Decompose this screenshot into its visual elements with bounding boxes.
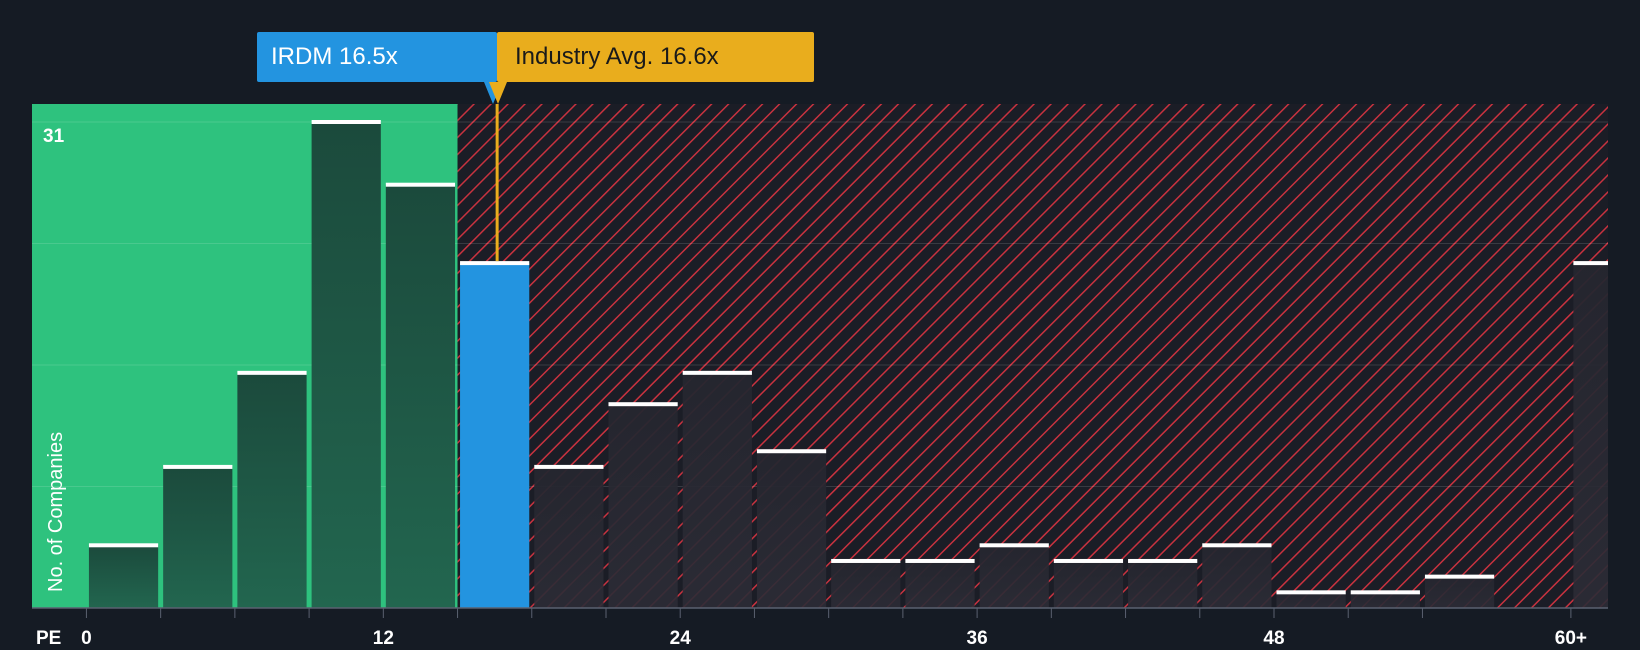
- histogram-bar: [682, 372, 752, 608]
- histogram-bar: [1276, 592, 1346, 608]
- histogram-bar: [1350, 592, 1420, 608]
- bar-cap: [831, 558, 901, 563]
- bar-cap: [1573, 261, 1608, 266]
- histogram-bar: [756, 451, 827, 608]
- histogram-bar: [608, 404, 678, 608]
- histogram-bar: [1053, 560, 1124, 608]
- histogram-bar: [237, 372, 307, 608]
- bar-cap: [237, 370, 307, 375]
- histogram-bar: [979, 545, 1049, 608]
- histogram-bar: [534, 466, 604, 608]
- x-tick-label: 60+: [1555, 628, 1587, 649]
- bar-cap: [163, 464, 233, 469]
- industry-average-pointer: [489, 82, 507, 104]
- histogram-bar: [1128, 560, 1198, 608]
- histogram-bar: [311, 122, 381, 608]
- x-tick-label: 24: [670, 628, 692, 649]
- bar-cap: [905, 558, 975, 563]
- bar-cap: [1053, 558, 1124, 563]
- bar-cap: [979, 543, 1049, 548]
- bar-cap: [460, 261, 530, 266]
- bar-cap: [608, 402, 678, 407]
- bar-cap: [1276, 590, 1346, 595]
- company-bin-bar: [460, 263, 530, 608]
- bar-cap: [534, 464, 604, 469]
- industry-average-label: Industry Avg. 16.6x: [497, 32, 814, 82]
- bar-cap: [385, 182, 456, 187]
- x-axis-label: PE: [36, 628, 61, 649]
- company-pe-label: IRDM 16.5x: [257, 32, 497, 82]
- x-tick-label: 48: [1263, 628, 1284, 649]
- y-axis-label: No. of Companies: [45, 432, 67, 592]
- histogram-bar: [1202, 545, 1272, 608]
- x-tick-label: 0: [81, 628, 92, 649]
- x-tick-label: 36: [967, 628, 988, 649]
- bar-cap: [1128, 558, 1198, 563]
- histogram-bar: [163, 466, 233, 608]
- bar-cap: [1350, 590, 1420, 595]
- histogram-bar: [1573, 263, 1608, 608]
- bar-cap: [311, 120, 381, 124]
- bar-cap: [88, 543, 159, 548]
- histogram-bar: [1424, 576, 1495, 608]
- bar-cap: [682, 370, 752, 375]
- x-tick-label: 12: [373, 628, 394, 649]
- histogram-bar: [88, 545, 159, 608]
- bar-cap: [756, 449, 827, 454]
- histogram-bar: [905, 560, 975, 608]
- y-tick-label: 31: [43, 126, 65, 147]
- bar-cap: [1424, 574, 1495, 579]
- bar-cap: [1202, 543, 1272, 548]
- histogram-bar: [385, 184, 456, 609]
- histogram-bar: [831, 560, 901, 608]
